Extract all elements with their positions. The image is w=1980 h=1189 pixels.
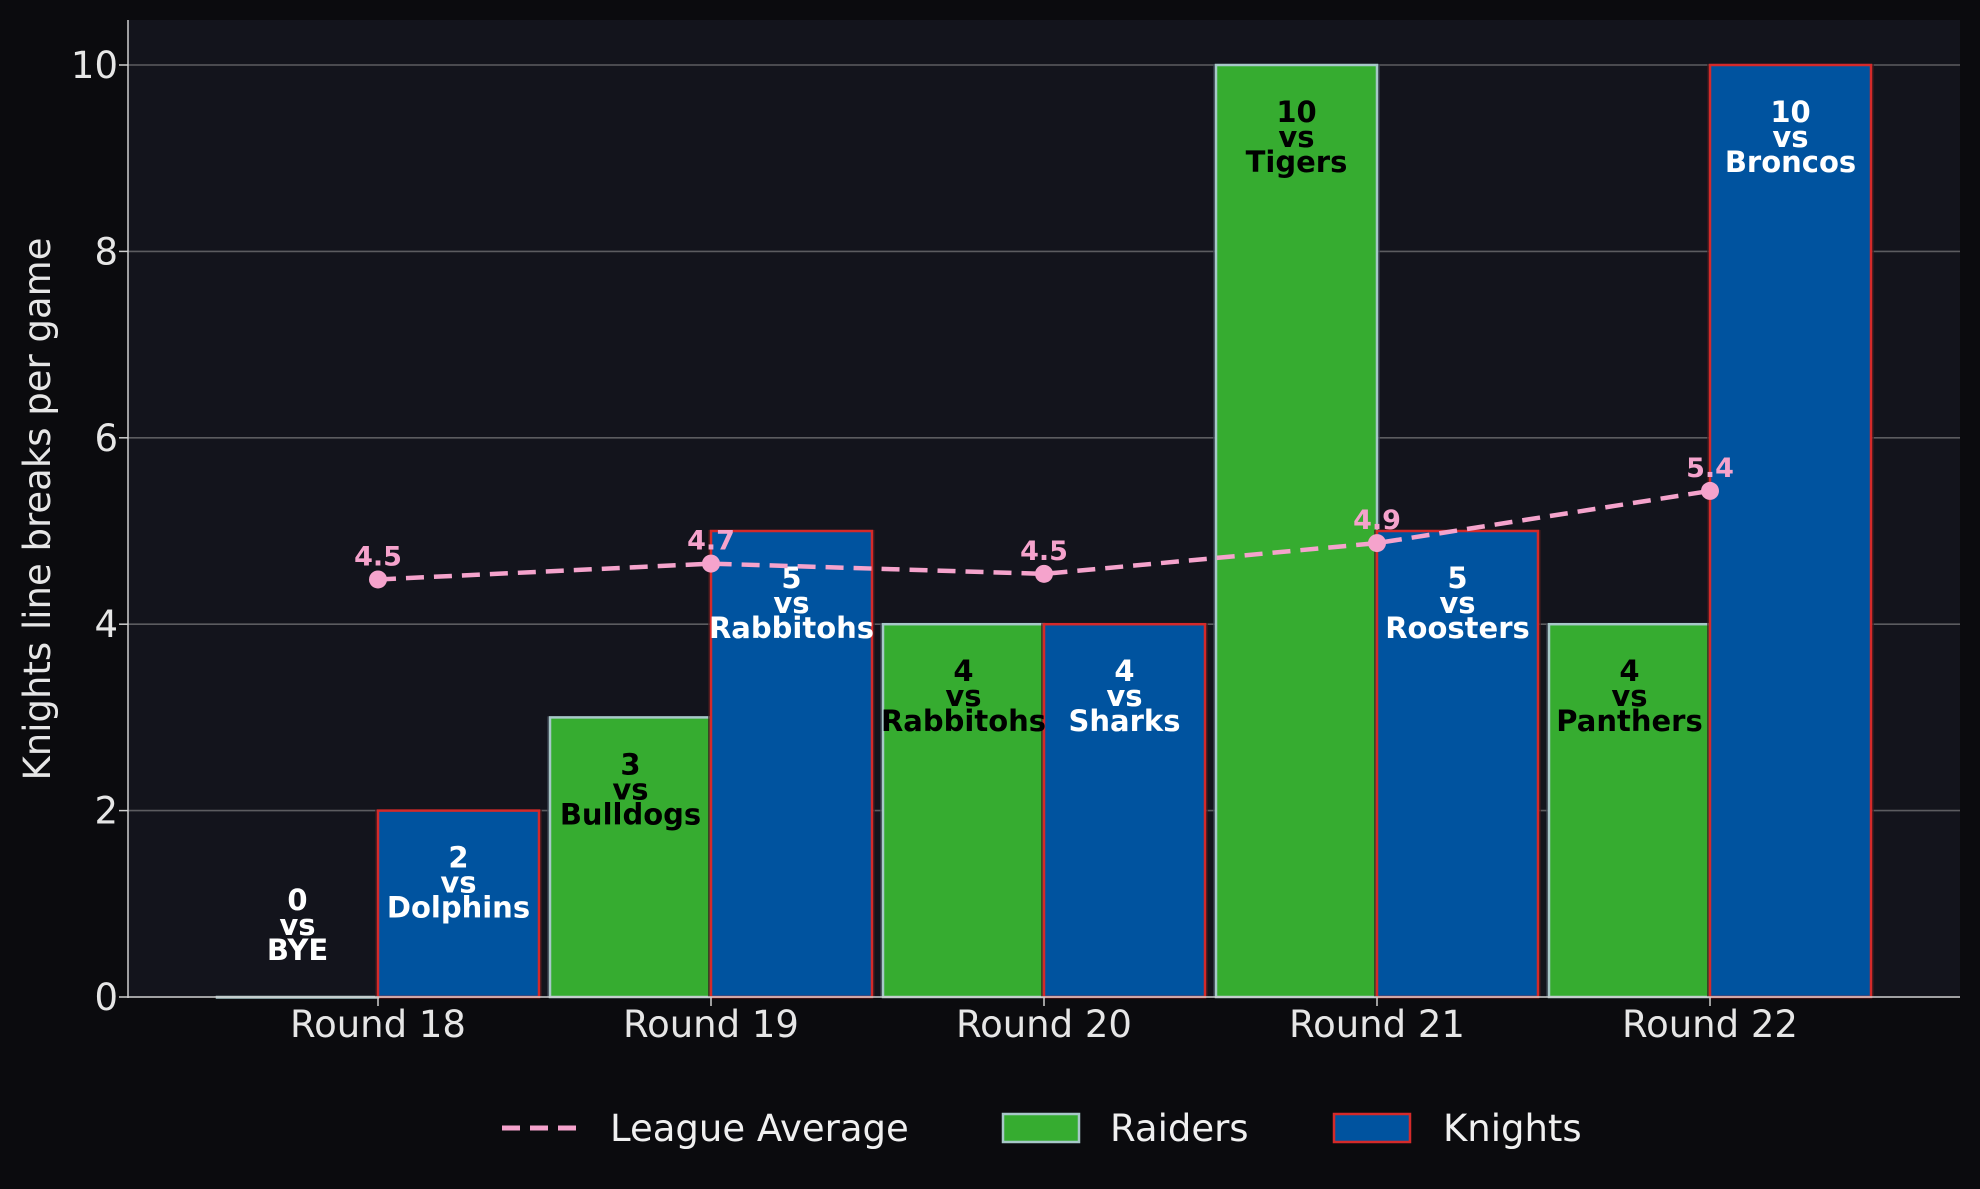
bar-value-label: 5: [1447, 561, 1467, 595]
y-tick-label: 10: [71, 44, 118, 87]
x-tick-label: Round 22: [1622, 1003, 1798, 1046]
y-axis-label: Knights line breaks per game: [16, 238, 59, 781]
bar-knights: [709, 529, 874, 999]
bar-vs-label: vs: [279, 908, 315, 942]
bar-value-label: 10: [1276, 95, 1316, 129]
bar-raiders: [1547, 622, 1712, 999]
bar-knights: [1042, 622, 1207, 999]
bar-value-label: 10: [1770, 95, 1810, 129]
bar-opponent-label: Broncos: [1725, 145, 1856, 179]
axis-layer: 0 2 4 6 8 10 Round 18 Round 19 Round 20 Round 21 R…: [71, 20, 1960, 1046]
line-layer: 4.5 4.7 4.5 4.9 5.4: [354, 453, 1734, 589]
league-average-label: 4.5: [1020, 536, 1068, 567]
legend-raiders-swatch: [1001, 1112, 1081, 1144]
bar-opponent-label: BYE: [267, 933, 328, 967]
bar-vs-label: vs: [1611, 679, 1647, 713]
league-average-point: [702, 554, 720, 573]
bar-value-label: 4: [953, 654, 973, 688]
bar-raiders: [1214, 63, 1379, 999]
x-tick-label: Round 21: [1289, 1003, 1465, 1046]
x-tick-label: Round 18: [290, 1003, 466, 1046]
bar-opponent-label: Sharks: [1069, 704, 1181, 738]
bar-value-label: 4: [1114, 654, 1134, 688]
league-average-point: [1368, 534, 1386, 553]
y-tick-label: 4: [94, 603, 118, 646]
bar-vs-label: vs: [773, 586, 809, 620]
bar-opponent-label: Bulldogs: [560, 797, 701, 831]
legend-knights-label: Knights: [1443, 1107, 1582, 1150]
league-average-point: [1035, 564, 1053, 583]
league-average-label: 4.5: [354, 541, 402, 572]
bar-vs-label: vs: [1278, 120, 1314, 154]
bar-value-label: 0: [287, 883, 307, 917]
bar-opponent-label: Rabbitohs: [709, 611, 874, 645]
legend-league-average-label: League Average: [610, 1107, 909, 1150]
y-tick-label: 2: [94, 790, 118, 833]
bar-opponent-label: Dolphins: [387, 891, 530, 925]
y-tick-label: 0: [94, 976, 118, 1019]
league-average-label: 5.4: [1686, 453, 1734, 484]
bar-opponent-label: Tigers: [1246, 145, 1348, 179]
bar-vs-label: vs: [945, 679, 981, 713]
y-tick-label: 8: [94, 230, 118, 273]
x-tick-label: Round 20: [956, 1003, 1132, 1046]
bar-vs-label: vs: [612, 772, 648, 806]
bar-value-label: 4: [1619, 654, 1639, 688]
bar-opponent-label: Rabbitohs: [881, 704, 1046, 738]
bar-value-label: 5: [781, 561, 801, 595]
bar-knights: [376, 809, 541, 999]
league-average-label: 4.9: [1353, 505, 1401, 536]
bar-value-label: 3: [620, 747, 640, 781]
bar-knights: [1375, 529, 1540, 999]
legend: League Average Raiders Knights: [502, 1107, 1582, 1150]
bar-knights: [1708, 63, 1873, 999]
legend-knights-swatch: [1332, 1112, 1412, 1144]
league-average-point: [369, 570, 387, 589]
y-tick-label: 6: [94, 417, 118, 460]
bars-layer: [214, 63, 1874, 999]
bar-value-label: 2: [448, 841, 468, 875]
bar-vs-label: vs: [1439, 586, 1475, 620]
league-average-point: [1701, 481, 1719, 500]
bar-labels-layer: 0vsBYE3vsBulldogs4vsRabbitohs10vsTigers4…: [267, 95, 1856, 967]
bar-vs-label: vs: [440, 866, 476, 900]
x-tick-label: Round 19: [623, 1003, 799, 1046]
bar-vs-label: vs: [1106, 679, 1142, 713]
bar-raiders: [881, 622, 1046, 999]
legend-raiders-label: Raiders: [1110, 1107, 1249, 1150]
bar-opponent-label: Roosters: [1385, 611, 1530, 645]
bar-vs-label: vs: [1772, 120, 1808, 154]
bar-opponent-label: Panthers: [1556, 704, 1702, 738]
league-average-label: 4.7: [687, 526, 735, 557]
